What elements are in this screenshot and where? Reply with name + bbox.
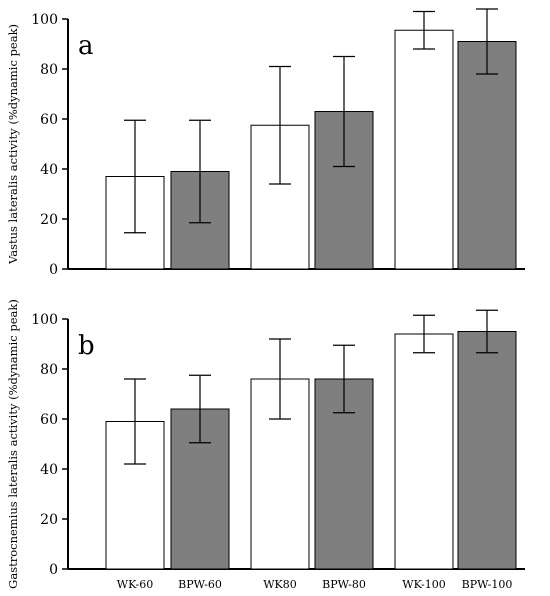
bar-wk-100 [394,29,454,270]
y-tick-label: 60 [40,412,58,428]
x-tick-label: WK80 [263,578,297,591]
y-tick-label: 0 [49,562,58,578]
y-axis-label: Vastus lateralis activity (%dynamic peak… [6,24,20,265]
category-labels: WK-60 BPW-60 WK80 BPW-80 WK-100 BPW-100 [117,578,513,591]
bar-wk-100 [394,333,454,570]
y-tick-label: 100 [31,312,58,328]
x-tick-label: BPW-60 [178,578,222,591]
y-tick-label: 40 [40,462,58,478]
panel-label: b [78,331,95,361]
panel-a: 0 20 40 60 80 100 Vastus lateralis activity (%… [6,8,525,278]
y-tick-label: 80 [40,62,58,78]
x-tick-label: WK-60 [117,578,153,591]
y-axis-label: Gastrocnemius lateralis activity (%dynam… [6,299,20,589]
y-tick-label: 60 [40,112,58,128]
x-tick-label: BPW-100 [462,578,513,591]
y-tick-label: 20 [40,212,58,228]
panel-b: 0 20 40 60 80 100 Gastrocnemius lateralis acti… [6,299,525,589]
x-tick-label: WK-100 [402,578,445,591]
y-tick-label: 100 [31,12,58,28]
y-tick-label: 80 [40,362,58,378]
panel-label: a [78,31,94,61]
y-tick-label: 20 [40,512,58,528]
x-tick-label: BPW-80 [322,578,366,591]
y-tick-label: 40 [40,162,58,178]
bar-bpw-100 [457,41,517,270]
y-tick-label: 0 [49,262,58,278]
bar-bpw-100 [457,331,517,570]
